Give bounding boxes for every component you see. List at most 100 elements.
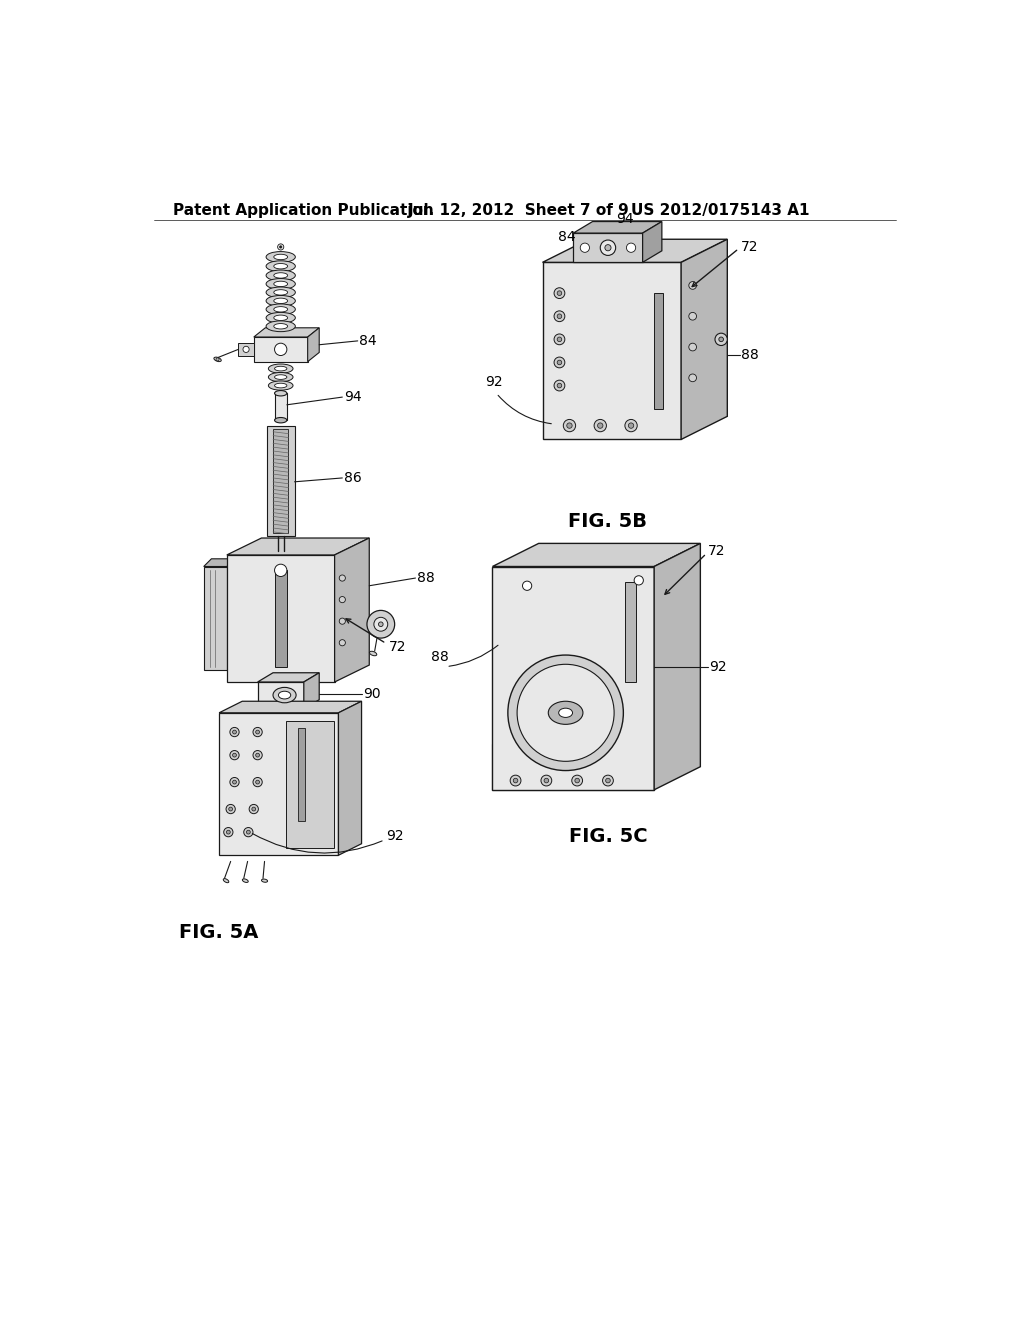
Circle shape: [574, 779, 580, 783]
Circle shape: [339, 640, 345, 645]
Text: 92: 92: [710, 660, 727, 673]
Circle shape: [339, 618, 345, 624]
Ellipse shape: [266, 304, 295, 314]
Text: 72: 72: [741, 240, 759, 253]
Circle shape: [226, 804, 236, 813]
Circle shape: [522, 581, 531, 590]
Circle shape: [253, 751, 262, 760]
Polygon shape: [335, 539, 370, 682]
Polygon shape: [239, 343, 254, 355]
Circle shape: [602, 775, 613, 785]
Ellipse shape: [223, 879, 228, 883]
Circle shape: [274, 343, 287, 355]
Circle shape: [554, 288, 565, 298]
Ellipse shape: [273, 323, 288, 329]
Circle shape: [226, 830, 230, 834]
Ellipse shape: [273, 273, 288, 279]
Ellipse shape: [273, 289, 288, 296]
Polygon shape: [204, 566, 226, 671]
Polygon shape: [219, 713, 339, 855]
Text: 94: 94: [344, 391, 361, 404]
Circle shape: [232, 730, 237, 734]
Circle shape: [554, 380, 565, 391]
Polygon shape: [304, 673, 319, 709]
Polygon shape: [339, 701, 361, 855]
Circle shape: [253, 777, 262, 787]
Ellipse shape: [274, 391, 287, 396]
Circle shape: [249, 804, 258, 813]
Circle shape: [216, 358, 219, 360]
Circle shape: [557, 360, 562, 364]
Bar: [625, 582, 637, 682]
Text: 72: 72: [708, 544, 726, 558]
Circle shape: [557, 383, 562, 388]
Circle shape: [541, 775, 552, 785]
Text: Patent Application Publication: Patent Application Publication: [173, 203, 433, 218]
Polygon shape: [267, 426, 295, 536]
Circle shape: [625, 420, 637, 432]
Circle shape: [629, 422, 634, 428]
Bar: [298, 729, 305, 821]
Polygon shape: [254, 337, 307, 362]
Circle shape: [689, 281, 696, 289]
Circle shape: [230, 751, 240, 760]
Ellipse shape: [274, 417, 287, 422]
Circle shape: [719, 337, 724, 342]
Circle shape: [557, 290, 562, 296]
Circle shape: [256, 754, 259, 758]
Circle shape: [243, 346, 249, 352]
Text: 88: 88: [741, 347, 759, 362]
Ellipse shape: [548, 701, 583, 725]
Polygon shape: [573, 234, 643, 263]
Ellipse shape: [273, 688, 296, 702]
Ellipse shape: [273, 255, 288, 260]
Ellipse shape: [268, 364, 293, 374]
Circle shape: [252, 807, 256, 810]
Circle shape: [374, 618, 388, 631]
Circle shape: [228, 807, 232, 810]
Circle shape: [605, 244, 611, 251]
Bar: [274, 570, 287, 667]
Circle shape: [605, 779, 610, 783]
Ellipse shape: [370, 651, 377, 656]
Ellipse shape: [243, 879, 248, 883]
Bar: [286, 721, 334, 847]
Circle shape: [598, 422, 603, 428]
Circle shape: [689, 313, 696, 321]
Polygon shape: [219, 701, 361, 713]
Circle shape: [274, 564, 287, 577]
Circle shape: [339, 576, 345, 581]
Ellipse shape: [268, 381, 293, 391]
Polygon shape: [643, 222, 662, 263]
Circle shape: [508, 655, 624, 771]
Polygon shape: [493, 743, 654, 789]
Bar: [654, 293, 664, 409]
Circle shape: [557, 314, 562, 318]
Ellipse shape: [559, 708, 572, 718]
Circle shape: [689, 374, 696, 381]
Ellipse shape: [261, 879, 267, 882]
Circle shape: [554, 358, 565, 368]
Circle shape: [339, 597, 345, 603]
Ellipse shape: [266, 313, 295, 323]
Circle shape: [581, 243, 590, 252]
Circle shape: [256, 780, 259, 784]
Ellipse shape: [273, 298, 288, 304]
Text: 88: 88: [417, 572, 435, 585]
Text: 84: 84: [558, 230, 575, 244]
Polygon shape: [204, 558, 234, 566]
Polygon shape: [543, 239, 727, 263]
Ellipse shape: [266, 286, 295, 298]
Circle shape: [253, 727, 262, 737]
Circle shape: [247, 830, 250, 834]
Circle shape: [554, 312, 565, 322]
Text: 92: 92: [484, 375, 503, 388]
Circle shape: [223, 828, 233, 837]
Text: FIG. 5C: FIG. 5C: [568, 826, 647, 846]
Circle shape: [232, 754, 237, 758]
Circle shape: [554, 334, 565, 345]
Circle shape: [557, 337, 562, 342]
Text: FIG. 5A: FIG. 5A: [179, 923, 259, 941]
Text: 72: 72: [388, 640, 406, 655]
Polygon shape: [493, 566, 654, 789]
